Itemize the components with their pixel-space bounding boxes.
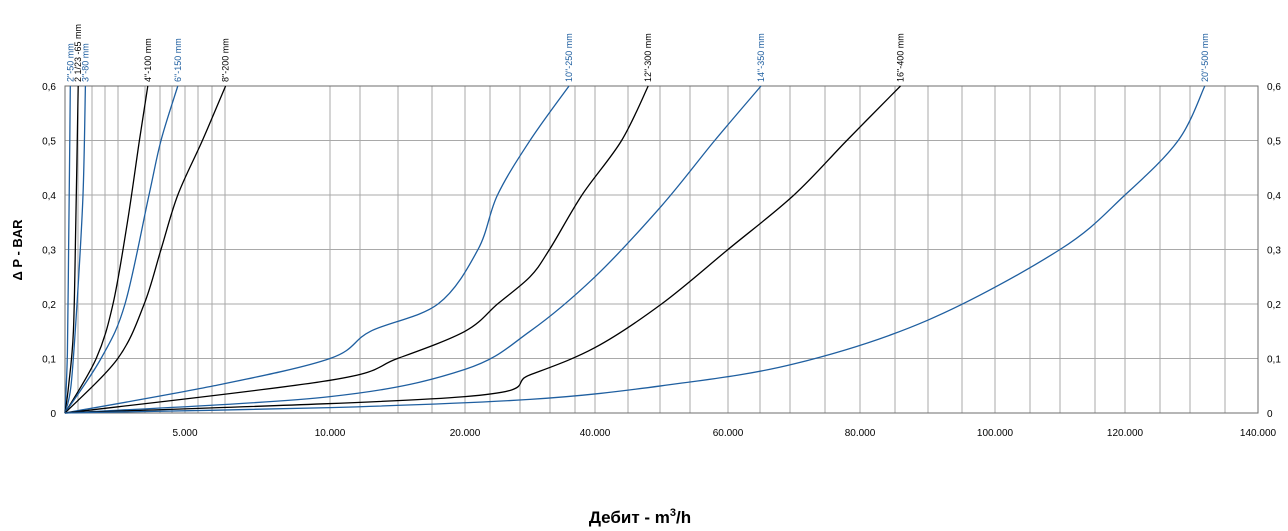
y-tick-label-right: 0,1	[1267, 355, 1281, 366]
y-tick-label-left: 0,6	[42, 82, 56, 93]
y-tick-label-right: 0	[1267, 409, 1273, 420]
x-axis-label-main: Дебит - m	[589, 508, 670, 527]
x-tick-label: 40.000	[580, 428, 611, 439]
x-tick-label: 80.000	[845, 428, 876, 439]
curve-label-7: 10"-250 mm	[564, 33, 574, 82]
x-tick-label: 10.000	[315, 428, 346, 439]
curve-5	[64, 85, 179, 414]
x-tick-label: 120.000	[1107, 428, 1144, 439]
curve-2	[64, 85, 79, 414]
curve-label-6: 8"-200 mm	[221, 38, 231, 82]
curve-7	[64, 85, 570, 414]
curve-label-3: 3"-80 mm	[80, 43, 90, 82]
y-tick-label-right: 0,3	[1267, 246, 1281, 257]
chart-grid	[64, 85, 1259, 414]
curve-label-8: 12"-300 mm	[643, 33, 653, 82]
y-tick-label-right: 0,6	[1267, 82, 1281, 93]
x-tick-label: 140.000	[1240, 428, 1277, 439]
y-tick-label-left: 0,4	[42, 191, 56, 202]
y-tick-label-right: 0,4	[1267, 191, 1281, 202]
y-axis-label: Δ P - BAR	[10, 219, 25, 281]
plot-frame	[64, 85, 1259, 414]
curve-label-11: 20"-500 mm	[1200, 33, 1210, 82]
y-tick-label-left: 0,5	[42, 137, 56, 148]
curve-label-9: 14"-350 mm	[756, 33, 766, 82]
curve-10	[64, 85, 901, 414]
curve-label-1: 2"-50 mm	[65, 43, 75, 82]
x-tick-label: 20.000	[450, 428, 481, 439]
x-axis-label: Дебит - m3/h	[589, 507, 691, 527]
y-tick-label-right: 0,5	[1267, 137, 1281, 148]
curve-1	[64, 85, 71, 414]
axis-ticks: 5.000 10.000 20.000 40.000 60.000 80.000 100.0…	[42, 82, 1281, 439]
y-tick-label-left: 0,1	[42, 355, 56, 366]
curve-6	[64, 85, 227, 414]
x-tick-label: 5.000	[172, 428, 197, 439]
curve-8	[64, 85, 649, 414]
curve-4	[64, 85, 149, 414]
y-tick-label-left: 0,2	[42, 300, 56, 311]
y-tick-label-left: 0	[50, 409, 56, 420]
y-tick-label-left: 0,3	[42, 246, 56, 257]
curve-3	[64, 85, 87, 414]
x-axis-label-tail: /h	[676, 508, 691, 527]
curve-label-5: 6"-150 mm	[173, 38, 183, 82]
chart-curves	[64, 85, 1206, 414]
curve-labels: 2"-50 mm2 1/23 -65 mm3"-80 mm 4"-100 mm 6"…	[65, 24, 1210, 82]
x-tick-label: 60.000	[713, 428, 744, 439]
x-tick-label: 100.000	[977, 428, 1014, 439]
curve-11	[64, 85, 1206, 414]
x-axis-label-sup: 3	[670, 507, 676, 519]
curve-label-4: 4"-100 mm	[143, 38, 153, 82]
curve-label-10: 16"-400 mm	[896, 33, 906, 82]
curve-9	[64, 85, 762, 414]
curve-label-2: 2 1/23 -65 mm	[73, 24, 83, 82]
y-tick-label-right: 0,2	[1267, 300, 1281, 311]
